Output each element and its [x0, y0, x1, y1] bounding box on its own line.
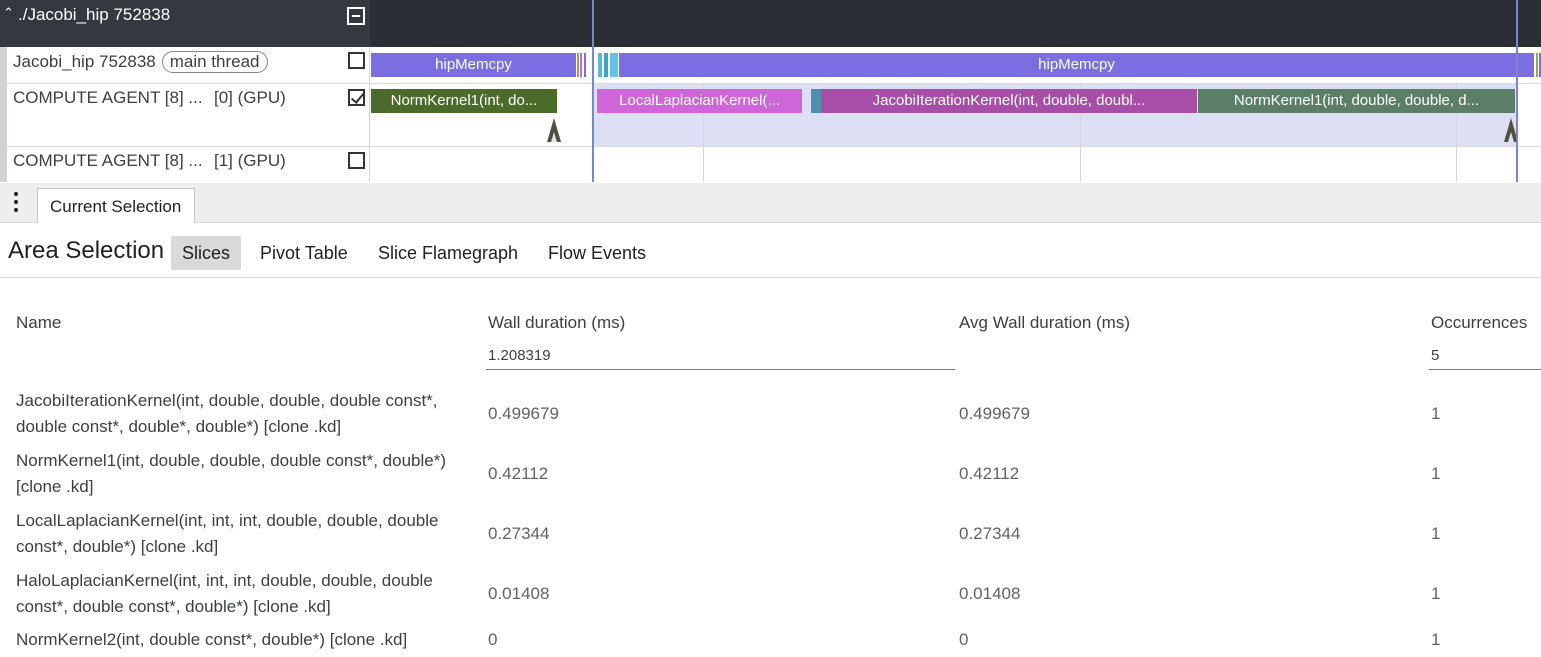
slice-tick[interactable]	[580, 53, 582, 77]
chevron-up-icon[interactable]: ⌃	[3, 5, 14, 20]
process-track-header[interactable]: ⌃ ./Jacobi_hip 752838	[0, 0, 1541, 47]
flow-arrow-icon[interactable]	[547, 118, 561, 142]
main-thread-chip: main thread	[161, 51, 268, 73]
table-row-avg: 0.42112	[959, 464, 1020, 483]
total-occurrences: 5	[1429, 347, 1541, 370]
track-divider	[0, 83, 1541, 84]
track-suffix: [1] (GPU)	[214, 151, 286, 170]
table-row-occ: 1	[1431, 524, 1441, 543]
table-row-avg: 0.27344	[959, 524, 1021, 543]
table-row-name[interactable]: HaloLaplacianKernel(int, int, int, doubl…	[16, 571, 433, 616]
table-row-wall: 0.01408	[488, 584, 550, 603]
track-label: Jacobi_hip 752838 main thread	[7, 47, 370, 83]
table-row-occ: 1	[1431, 464, 1441, 483]
tab-current-selection[interactable]: Current Selection	[37, 188, 195, 223]
kebab-menu-icon[interactable]	[14, 192, 18, 212]
track-select-checkbox[interactable]	[348, 152, 365, 169]
column-header-wall-duration[interactable]: Wall duration (ms)	[488, 313, 626, 332]
table-row-name[interactable]: NormKernel2(int, double const*, double*)…	[16, 630, 408, 649]
slice-normkernel1-left[interactable]: NormKernel1(int, do...	[371, 89, 557, 113]
table-row-name[interactable]: JacobiIterationKernel(int, double, doubl…	[16, 391, 438, 436]
slice-normkernel1-right[interactable]: NormKernel1(int, double, double, d...	[1198, 89, 1515, 113]
track-gutter	[0, 84, 7, 146]
slice-tick[interactable]	[577, 53, 579, 77]
column-header-avg-wall-duration[interactable]: Avg Wall duration (ms)	[959, 313, 1130, 332]
track-gutter	[0, 147, 7, 182]
column-header-name[interactable]: Name	[16, 313, 62, 332]
table-row-occ: 1	[1431, 630, 1441, 649]
slice-tick[interactable]	[1536, 53, 1538, 77]
selection-start-line[interactable]	[592, 0, 594, 182]
subtab-slices[interactable]: Slices	[171, 236, 242, 270]
slice-tick[interactable]	[610, 53, 618, 77]
track-suffix: [0] (GPU)	[214, 88, 286, 107]
track-divider	[0, 146, 1541, 147]
slice-tick[interactable]	[598, 53, 602, 77]
slice-tick[interactable]	[584, 53, 586, 77]
slice-jacobiiterationkernel[interactable]: JacobiIterationKernel(int, double, doubl…	[821, 89, 1197, 113]
table-row-wall: 0.27344	[488, 524, 550, 543]
track-name: Jacobi_hip 752838	[13, 52, 156, 71]
track-label: COMPUTE AGENT [8] ... [0] (GPU)	[7, 84, 370, 146]
gridline	[1080, 84, 1081, 182]
track-area[interactable]	[370, 147, 1541, 182]
details-tab-bar: Current Selection	[0, 183, 1541, 223]
table-row-wall: 0.499679	[488, 404, 559, 423]
track-select-checkbox[interactable]	[348, 52, 365, 69]
table-row-avg: 0.499679	[959, 404, 1030, 423]
slice-halolaplacian[interactable]	[811, 89, 821, 113]
gridline	[703, 84, 704, 182]
table-row-wall: 0.42112	[488, 464, 549, 483]
table-row-occ: 1	[1431, 404, 1441, 423]
gridline	[1456, 84, 1457, 182]
selection-end-line[interactable]	[1516, 0, 1518, 182]
column-header-occurrences[interactable]: Occurrences	[1431, 313, 1528, 332]
slice-tick[interactable]	[1539, 53, 1541, 77]
slice-locallaplaciankernel[interactable]: LocalLaplacianKernel(...	[597, 89, 802, 113]
total-wall-duration: 1.208319	[486, 347, 955, 370]
table-row-occ: 1	[1431, 584, 1441, 603]
table-row-avg: 0	[959, 630, 969, 649]
table-row-avg: 0.01408	[959, 584, 1021, 603]
slice-hipmemcpy-1[interactable]: hipMemcpy	[371, 53, 576, 77]
slice-hipmemcpy-2[interactable]: hipMemcpy	[619, 53, 1534, 77]
track-label: COMPUTE AGENT [8] ... [1] (GPU)	[7, 147, 370, 182]
track-name: COMPUTE AGENT [8] ...	[13, 88, 203, 107]
subtab-flow-events[interactable]: Flow Events	[548, 243, 647, 263]
subtab-pivot-table[interactable]: Pivot Table	[260, 243, 348, 263]
collapse-icon[interactable]	[347, 7, 365, 25]
track-name: COMPUTE AGENT [8] ...	[13, 151, 203, 170]
track-gutter	[0, 47, 7, 83]
slice-tick[interactable]	[604, 53, 608, 77]
subtab-slice-flamegraph[interactable]: Slice Flamegraph	[378, 243, 519, 263]
flow-arrow-icon[interactable]	[1504, 118, 1518, 142]
table-row-wall: 0	[488, 630, 498, 649]
process-header-label-area: ⌃ ./Jacobi_hip 752838	[0, 0, 370, 47]
divider	[0, 277, 1541, 278]
table-row-name[interactable]: LocalLaplacianKernel(int, int, int, doub…	[16, 511, 439, 556]
track-select-checkbox[interactable]	[348, 89, 365, 106]
area-selection-title: Area Selection	[8, 237, 165, 264]
process-title: ./Jacobi_hip 752838	[18, 5, 171, 24]
track-gpu-1[interactable]: COMPUTE AGENT [8] ... [1] (GPU)	[0, 147, 1541, 182]
table-row-name[interactable]: NormKernel1(int, double, double, double …	[16, 451, 446, 496]
